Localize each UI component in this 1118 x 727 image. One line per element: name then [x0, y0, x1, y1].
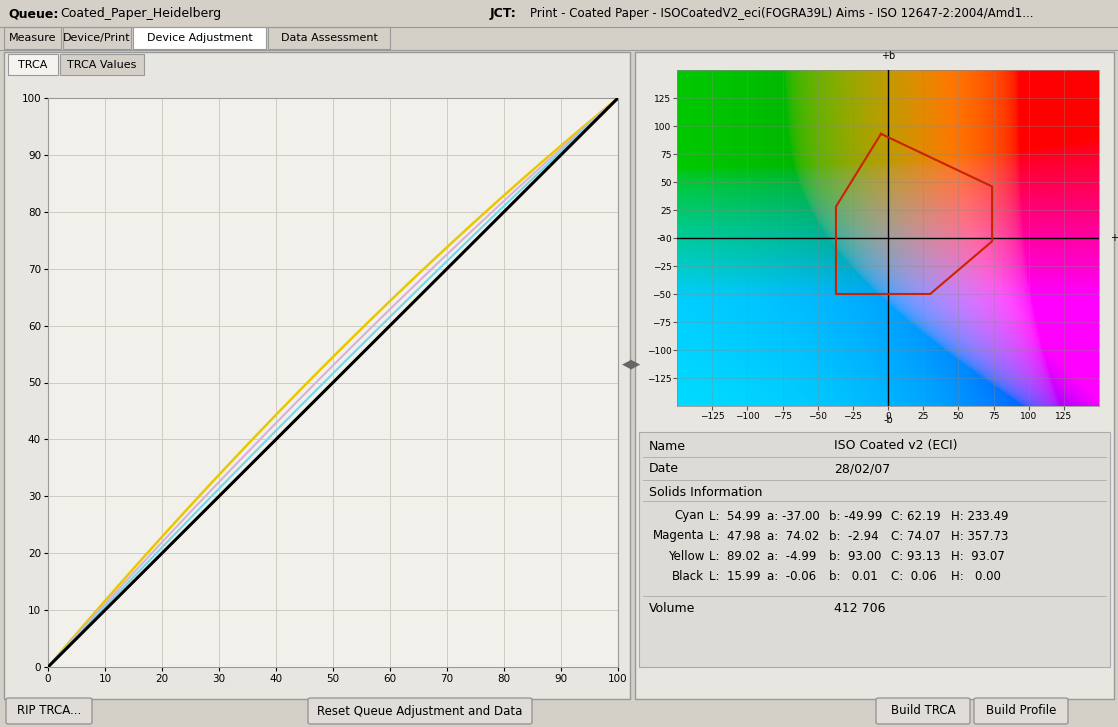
Text: a:  -4.99: a: -4.99	[767, 550, 816, 563]
Text: a:  -0.06: a: -0.06	[767, 569, 816, 582]
Text: JCT:: JCT:	[490, 7, 517, 20]
Text: L:  54.99: L: 54.99	[709, 510, 760, 523]
Text: Measure: Measure	[9, 33, 56, 43]
Text: 4.5: 4.5	[116, 237, 131, 246]
Text: Magenta: Magenta	[66, 171, 105, 180]
FancyBboxPatch shape	[635, 52, 1114, 699]
Text: ISO Coated v2 (ECI): ISO Coated v2 (ECI)	[834, 440, 957, 452]
Text: b:  93.00: b: 93.00	[830, 550, 881, 563]
Text: L:  47.98: L: 47.98	[709, 529, 760, 542]
Text: ◀▶: ◀▶	[623, 358, 642, 371]
Text: a:  74.02: a: 74.02	[767, 529, 819, 542]
Text: 0.0: 0.0	[116, 181, 131, 190]
FancyBboxPatch shape	[307, 698, 532, 724]
Text: H: 233.49: H: 233.49	[951, 510, 1008, 523]
Text: 0.0: 0.0	[116, 161, 131, 170]
FancyBboxPatch shape	[268, 27, 390, 49]
Text: TRCA Values: TRCA Values	[67, 60, 136, 70]
Text: 1.6: 1.6	[116, 217, 131, 226]
Text: +a: +a	[1110, 233, 1118, 243]
Text: Build TRCA: Build TRCA	[891, 704, 955, 718]
Text: Date: Date	[650, 462, 679, 475]
Text: -a: -a	[656, 233, 665, 243]
FancyBboxPatch shape	[6, 698, 92, 724]
FancyBboxPatch shape	[639, 432, 1110, 667]
Text: Black: Black	[66, 207, 91, 216]
Text: * Last TRCA at 50%: * Last TRCA at 50%	[54, 195, 142, 204]
Text: Black: Black	[66, 151, 91, 160]
FancyBboxPatch shape	[974, 698, 1068, 724]
Text: 0.0: 0.0	[116, 171, 131, 180]
Text: Magenta: Magenta	[653, 529, 704, 542]
FancyBboxPatch shape	[877, 698, 970, 724]
Text: 0.0: 0.0	[116, 151, 131, 160]
Text: Volume: Volume	[650, 601, 695, 614]
Text: H:  93.07: H: 93.07	[951, 550, 1005, 563]
Text: RIP TRCA...: RIP TRCA...	[17, 704, 82, 718]
Text: H:   0.00: H: 0.00	[951, 569, 1001, 582]
Text: Reset Queue Adjustment and Data: Reset Queue Adjustment and Data	[318, 704, 523, 718]
Text: Device Adjustment: Device Adjustment	[146, 33, 253, 43]
Text: TRCA: TRCA	[18, 60, 48, 70]
Text: Build Profile: Build Profile	[986, 704, 1057, 718]
Text: L:  89.02: L: 89.02	[709, 550, 760, 563]
FancyBboxPatch shape	[63, 27, 131, 49]
Text: C: 74.07: C: 74.07	[891, 529, 940, 542]
Text: Data Assessment: Data Assessment	[281, 33, 378, 43]
Text: 28/02/07: 28/02/07	[834, 462, 890, 475]
Text: 412 706: 412 706	[834, 601, 885, 614]
Text: b:   0.01: b: 0.01	[830, 569, 878, 582]
Text: C:  0.06: C: 0.06	[891, 569, 937, 582]
Text: Cyan: Cyan	[66, 217, 88, 226]
Text: -b: -b	[883, 415, 893, 425]
FancyBboxPatch shape	[133, 27, 266, 49]
Text: Current TRCA Name :  New Queue - Correction-txt: Current TRCA Name : New Queue - Correcti…	[54, 102, 306, 111]
FancyBboxPatch shape	[4, 52, 631, 699]
Text: Print - Coated Paper - ISOCoatedV2_eci(FOGRA39L) Aims - ISO 12647-2:2004/Amd1...: Print - Coated Paper - ISOCoatedV2_eci(F…	[530, 7, 1033, 20]
Text: Name: Name	[650, 440, 686, 452]
Text: b:  -2.94: b: -2.94	[830, 529, 879, 542]
Text: Yellow: Yellow	[66, 237, 94, 246]
Text: -0.9: -0.9	[116, 207, 134, 216]
Text: Black: Black	[672, 569, 704, 582]
Text: b: -49.99: b: -49.99	[830, 510, 882, 523]
FancyBboxPatch shape	[60, 54, 144, 75]
Text: H: 357.73: H: 357.73	[951, 529, 1008, 542]
Text: Yellow: Yellow	[66, 181, 94, 190]
Text: Cyan: Cyan	[674, 510, 704, 523]
FancyBboxPatch shape	[4, 27, 61, 49]
Text: L:  15.99: L: 15.99	[709, 569, 760, 582]
Text: a: -37.00: a: -37.00	[767, 510, 819, 523]
Text: 3.0: 3.0	[116, 227, 131, 236]
Text: Coated_Paper_Heidelberg: Coated_Paper_Heidelberg	[60, 7, 221, 20]
Text: Solids Information: Solids Information	[650, 486, 762, 499]
Text: Queue:: Queue:	[8, 7, 58, 20]
Text: C: 93.13: C: 93.13	[891, 550, 940, 563]
Text: * Target TRC: APCTarget: * Target TRC: APCTarget	[54, 126, 178, 135]
Text: C: 62.19: C: 62.19	[891, 510, 940, 523]
Text: +b: +b	[881, 51, 896, 61]
FancyBboxPatch shape	[8, 54, 58, 75]
Text: Device/Print: Device/Print	[64, 33, 131, 43]
Text: Magenta: Magenta	[66, 227, 105, 236]
Text: Yellow: Yellow	[667, 550, 704, 563]
Text: Cyan: Cyan	[66, 161, 88, 170]
Text: * Press TRC at 50%: * Press TRC at 50%	[54, 138, 151, 147]
Text: Current TRCA Date :  2017/01/10  10:12:00: Current TRCA Date : 2017/01/10 10:12:00	[54, 113, 274, 122]
